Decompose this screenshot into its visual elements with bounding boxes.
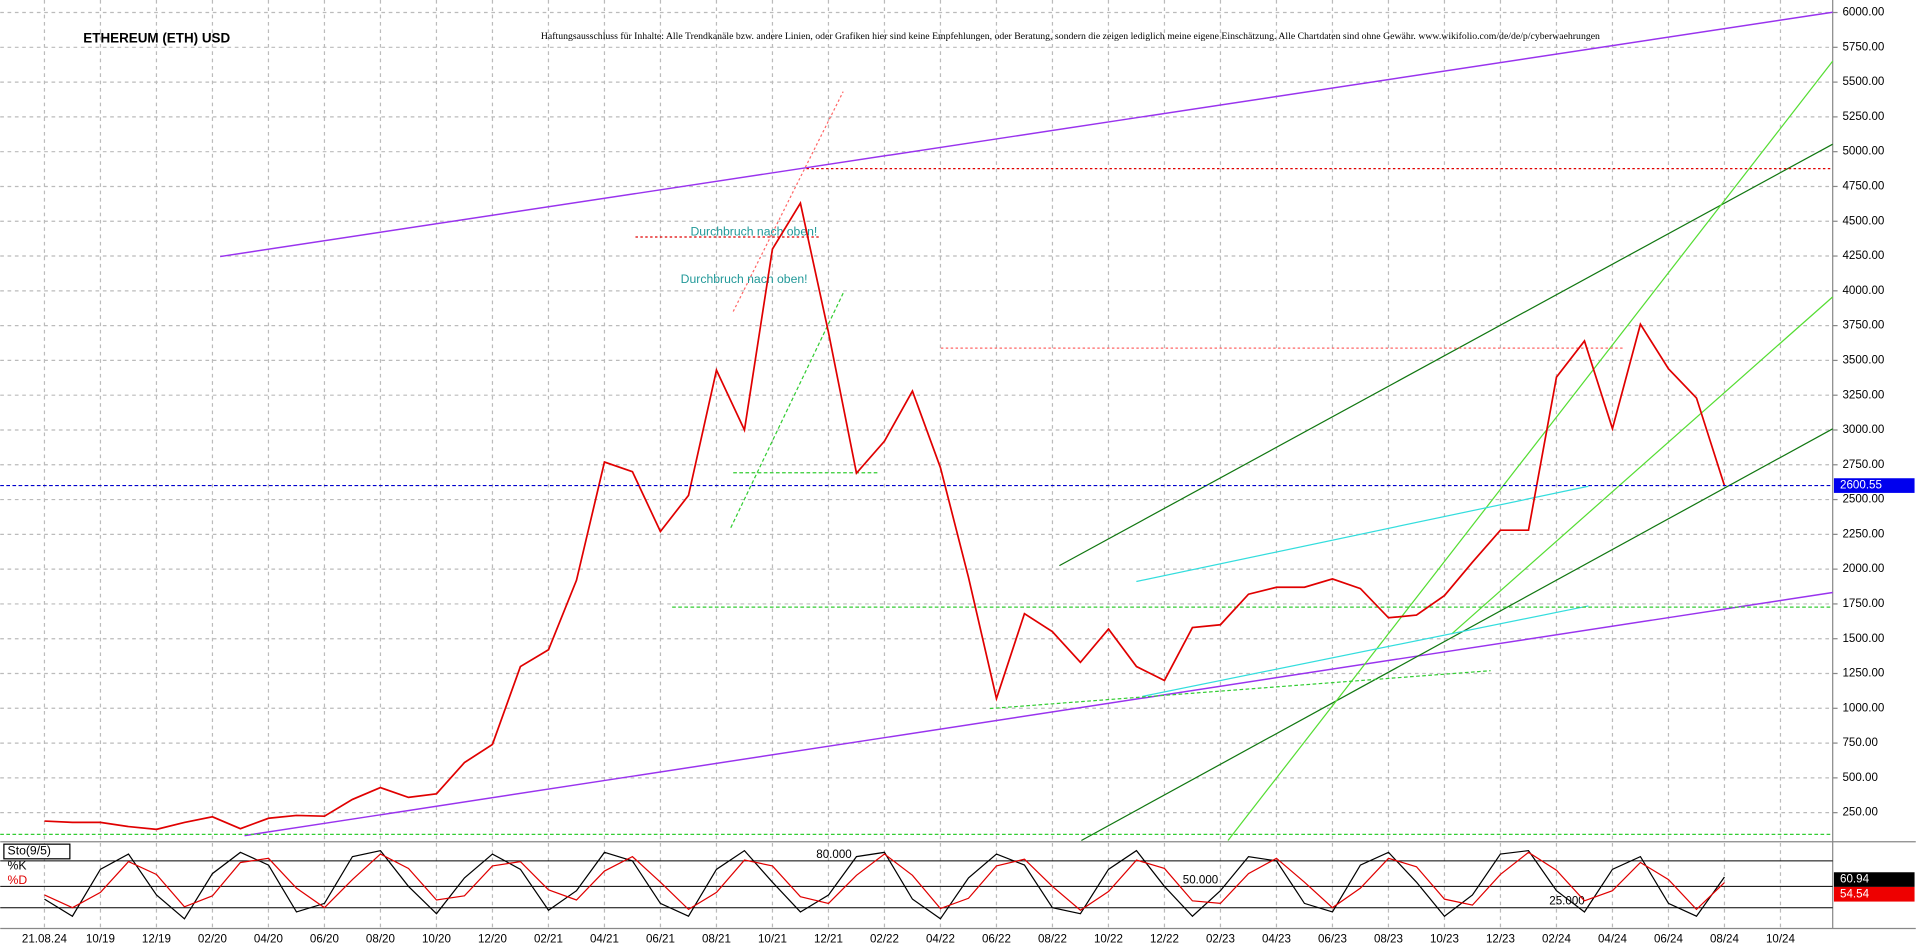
legend-entry: %K [8, 858, 27, 872]
x-tick-label: 08/22 [1038, 933, 1067, 946]
x-tick-label: 08/20 [366, 933, 395, 946]
x-tick-label: 10/19 [86, 933, 115, 946]
disclaimer: Haftungsausschluss für Inhalte: Alle Tre… [541, 31, 1600, 42]
last-value-label: 60.94 [1840, 873, 1870, 886]
y-tick-label: 80.000 [816, 848, 851, 861]
x-tick-label: 10/20 [422, 933, 451, 946]
x-tick-label: 10/22 [1094, 933, 1123, 946]
trendline [732, 91, 844, 312]
x-tick-label: 12/22 [1150, 933, 1179, 946]
y-tick-label: 250.00 [1842, 806, 1877, 819]
y-tick-label: 5250.00 [1842, 110, 1884, 123]
x-tick-label: 02/20 [198, 933, 227, 946]
y-tick-label: 2750.00 [1842, 458, 1884, 471]
series-line [44, 200, 1726, 831]
x-tick-label: 02/21 [534, 933, 563, 946]
trendline [244, 591, 1833, 837]
y-tick-label: 6000.00 [1842, 6, 1884, 19]
series-line [44, 851, 1725, 912]
x-tick-label: 06/20 [310, 933, 339, 946]
x-tick-label: 04/22 [926, 933, 955, 946]
chart-title: ETHEREUM (ETH) USD [83, 31, 230, 46]
x-tick-label: 06/21 [646, 933, 675, 946]
legend-entry: %D [8, 873, 28, 887]
y-tick-label: 1000.00 [1842, 701, 1884, 714]
y-tick-label: 50.000 [1183, 873, 1218, 886]
current-price-label: 2600.55 [1840, 479, 1882, 492]
y-tick-label: 3000.00 [1842, 423, 1884, 436]
x-tick-label: 10/23 [1430, 933, 1459, 946]
x-tick-label: 04/24 [1598, 933, 1628, 946]
right-axis-area [1832, 0, 1916, 948]
y-tick-label: 4500.00 [1842, 214, 1884, 227]
annotation: Durchbruch nach oben! [681, 272, 808, 286]
y-tick-label: 1250.00 [1842, 667, 1884, 680]
trendline [1142, 605, 1589, 697]
y-tick-label: 3500.00 [1842, 353, 1884, 366]
y-tick-label: 1750.00 [1842, 597, 1884, 610]
y-tick-label: 4750.00 [1842, 180, 1884, 193]
y-tick-label: 5000.00 [1842, 145, 1884, 158]
x-tick-label: 12/23 [1486, 933, 1515, 946]
trendline [730, 292, 844, 529]
y-tick-label: 750.00 [1842, 736, 1877, 749]
y-tick-label: 5750.00 [1842, 40, 1884, 53]
x-tick-label: 12/21 [814, 933, 843, 946]
x-tick-label: 02/22 [870, 933, 899, 946]
trendline [1227, 60, 1834, 841]
y-tick-label: 4000.00 [1842, 284, 1884, 297]
y-tick-label: 3250.00 [1842, 388, 1884, 401]
x-tick-label: 04/23 [1262, 933, 1291, 946]
x-tick-label: 12/19 [142, 933, 171, 946]
current-price-box [1833, 478, 1915, 493]
x-tick-label: 06/24 [1654, 933, 1684, 946]
trendline [1136, 485, 1589, 583]
y-tick-label: 500.00 [1842, 771, 1877, 784]
x-tick-label: 08/21 [702, 933, 731, 946]
y-tick-label: 3750.00 [1842, 319, 1884, 332]
y-tick-label: 25.000 [1549, 895, 1584, 908]
x-tick-label: 08/23 [1374, 933, 1403, 946]
y-tick-label: 2500.00 [1842, 493, 1884, 506]
last-value-label: 54.54 [1840, 887, 1870, 900]
x-tick-label: 10/21 [758, 933, 787, 946]
x-tick-label: 04/21 [590, 933, 619, 946]
y-tick-label: 4250.00 [1842, 249, 1884, 262]
indicator-title: Sto(9/5) [8, 844, 51, 858]
series-line [44, 849, 1725, 920]
y-tick-label: 5500.00 [1842, 75, 1884, 88]
last-value-box [1833, 886, 1915, 902]
trendline [1451, 296, 1834, 635]
x-tick-label: 21.08.24 [22, 933, 68, 946]
trendline [1059, 143, 1833, 567]
x-tick-label: 02/23 [1206, 933, 1235, 946]
indicator-label-box [3, 843, 71, 860]
x-tick-label: 02/24 [1542, 933, 1572, 946]
last-value-box [1833, 872, 1915, 887]
x-tick-label: 06/22 [982, 933, 1011, 946]
x-tick-label: 10/24 [1766, 933, 1796, 946]
trendlines [0, 11, 1834, 842]
x-tick-label: 12/20 [478, 933, 507, 946]
x-tick-label: 06/23 [1318, 933, 1347, 946]
trendline [989, 670, 1491, 710]
trendline [220, 11, 1833, 258]
x-tick-label: 04/20 [254, 933, 283, 946]
x-tick-label: 08/24 [1710, 933, 1740, 946]
trendline [1081, 428, 1833, 842]
y-tick-label: 2000.00 [1842, 562, 1884, 575]
y-tick-label: 2250.00 [1842, 527, 1884, 540]
annotation: Durchbruch nach oben! [690, 224, 817, 238]
y-tick-label: 1500.00 [1842, 632, 1884, 645]
